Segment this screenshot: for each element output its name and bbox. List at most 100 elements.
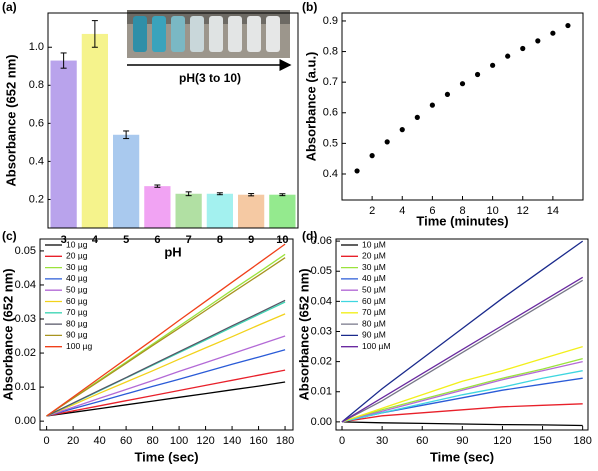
y-tick-label: 0.8 [29, 79, 44, 91]
x-tick-label: 14 [547, 205, 559, 217]
bar [144, 186, 171, 228]
line [341, 360, 583, 423]
y-tick-label: 0.02 [15, 347, 36, 359]
legend-label: 80 µg [66, 318, 88, 328]
line [46, 299, 286, 417]
y-tick-label: 0.6 [29, 117, 44, 129]
x-tick-label: 90 [456, 435, 468, 447]
point [565, 22, 571, 29]
x-tick-label: 120 [493, 435, 511, 447]
bar [81, 33, 108, 229]
point [474, 71, 481, 78]
legend-label: 80 µM [362, 318, 386, 328]
y-tick-label: 0.06 [311, 235, 332, 247]
y-axis-label: Absorbance (652 nm) [296, 268, 311, 400]
x-tick-label: 180 [573, 435, 591, 447]
x-axis-label: Time (sec) [134, 449, 198, 464]
x-tick-label: 4 [399, 205, 405, 217]
line [341, 370, 583, 423]
y-tick-label: 0.5 [323, 137, 338, 149]
legend-label: 40 µg [66, 273, 88, 283]
y-axis-label: Absorbance (652 nm) [3, 54, 18, 186]
y-tick-label: 0.2 [29, 193, 44, 205]
y-tick-label: 0.04 [311, 295, 332, 307]
point [429, 102, 435, 108]
x-tick-label: 4 [92, 234, 99, 246]
y-tick-label: 0.02 [311, 356, 332, 368]
x-tick-label: 0 [339, 435, 345, 447]
line [341, 421, 583, 427]
x-tick-label: 140 [223, 435, 241, 447]
x-tick-label: 5 [123, 234, 129, 246]
panel-label: (d) [302, 229, 317, 243]
point [444, 91, 451, 98]
x-tick-label: 8 [459, 205, 465, 217]
line [341, 276, 584, 423]
legend-label: 70 µM [362, 307, 386, 317]
point [535, 38, 541, 44]
y-tick-label: 0.00 [311, 416, 332, 428]
panel-label: (a) [2, 0, 17, 14]
point [414, 114, 420, 120]
plot-frame [335, 238, 589, 431]
legend-label: 100 µM [362, 341, 391, 351]
x-tick-label: 150 [533, 435, 551, 447]
x-tick-label: 0 [44, 435, 50, 447]
x-axis-label: Time (minutes) [416, 213, 508, 228]
legend-label: 90 µM [362, 330, 386, 340]
legend-label: 70 µg [66, 307, 88, 317]
y-tick-label: 0.01 [311, 386, 332, 398]
x-axis-label: Time (sec) [430, 449, 494, 464]
legend-label: 60 µM [362, 296, 386, 306]
x-tick-label: 100 [170, 435, 188, 447]
y-tick-label: 0.4 [323, 168, 338, 180]
y-tick-label: 0.7 [323, 76, 338, 88]
plot-frame [47, 12, 299, 229]
line [341, 403, 583, 423]
point [459, 81, 466, 87]
legend-label: 50 µM [362, 284, 386, 294]
line [46, 369, 286, 417]
point [505, 53, 511, 59]
x-tick-label: 9 [248, 234, 254, 246]
y-tick-label: 0.00 [15, 415, 36, 427]
point [490, 62, 496, 68]
y-axis-label: Absorbance (652 nm) [0, 268, 15, 400]
legend-label: 20 µg [66, 251, 88, 261]
legend-label: 60 µg [66, 296, 88, 306]
x-tick-label: 160 [249, 435, 267, 447]
y-tick-label: 0.05 [15, 245, 36, 257]
x-tick-label: 80 [146, 435, 158, 447]
y-tick-label: 0.8 [323, 45, 338, 57]
x-tick-label: 2 [369, 205, 375, 217]
y-tick-label: 0.03 [311, 325, 332, 337]
panel-label: (c) [2, 229, 17, 243]
y-tick-label: 0.04 [15, 279, 36, 291]
line [46, 335, 286, 417]
line [341, 357, 583, 423]
point [399, 127, 405, 133]
bar [238, 194, 265, 228]
x-tick-label: 40 [93, 435, 105, 447]
line [46, 243, 286, 417]
y-tick-label: 0.01 [15, 381, 36, 393]
x-tick-label: 8 [217, 234, 223, 246]
x-tick-label: 6 [429, 205, 435, 217]
plot-frame [39, 238, 294, 431]
bar [113, 134, 140, 228]
bar [50, 60, 77, 228]
point [520, 45, 526, 52]
inset-label: pH(3 to 10) [179, 71, 241, 85]
line [46, 313, 286, 417]
y-tick-label: 0.4 [29, 155, 44, 167]
bar [175, 193, 202, 228]
legend-label: 30 µg [66, 262, 88, 272]
x-tick-label: 120 [196, 435, 214, 447]
bar [206, 193, 233, 228]
line [341, 345, 583, 423]
x-tick-label: 10 [487, 205, 499, 217]
line [46, 257, 286, 417]
plot-frame [341, 12, 584, 201]
